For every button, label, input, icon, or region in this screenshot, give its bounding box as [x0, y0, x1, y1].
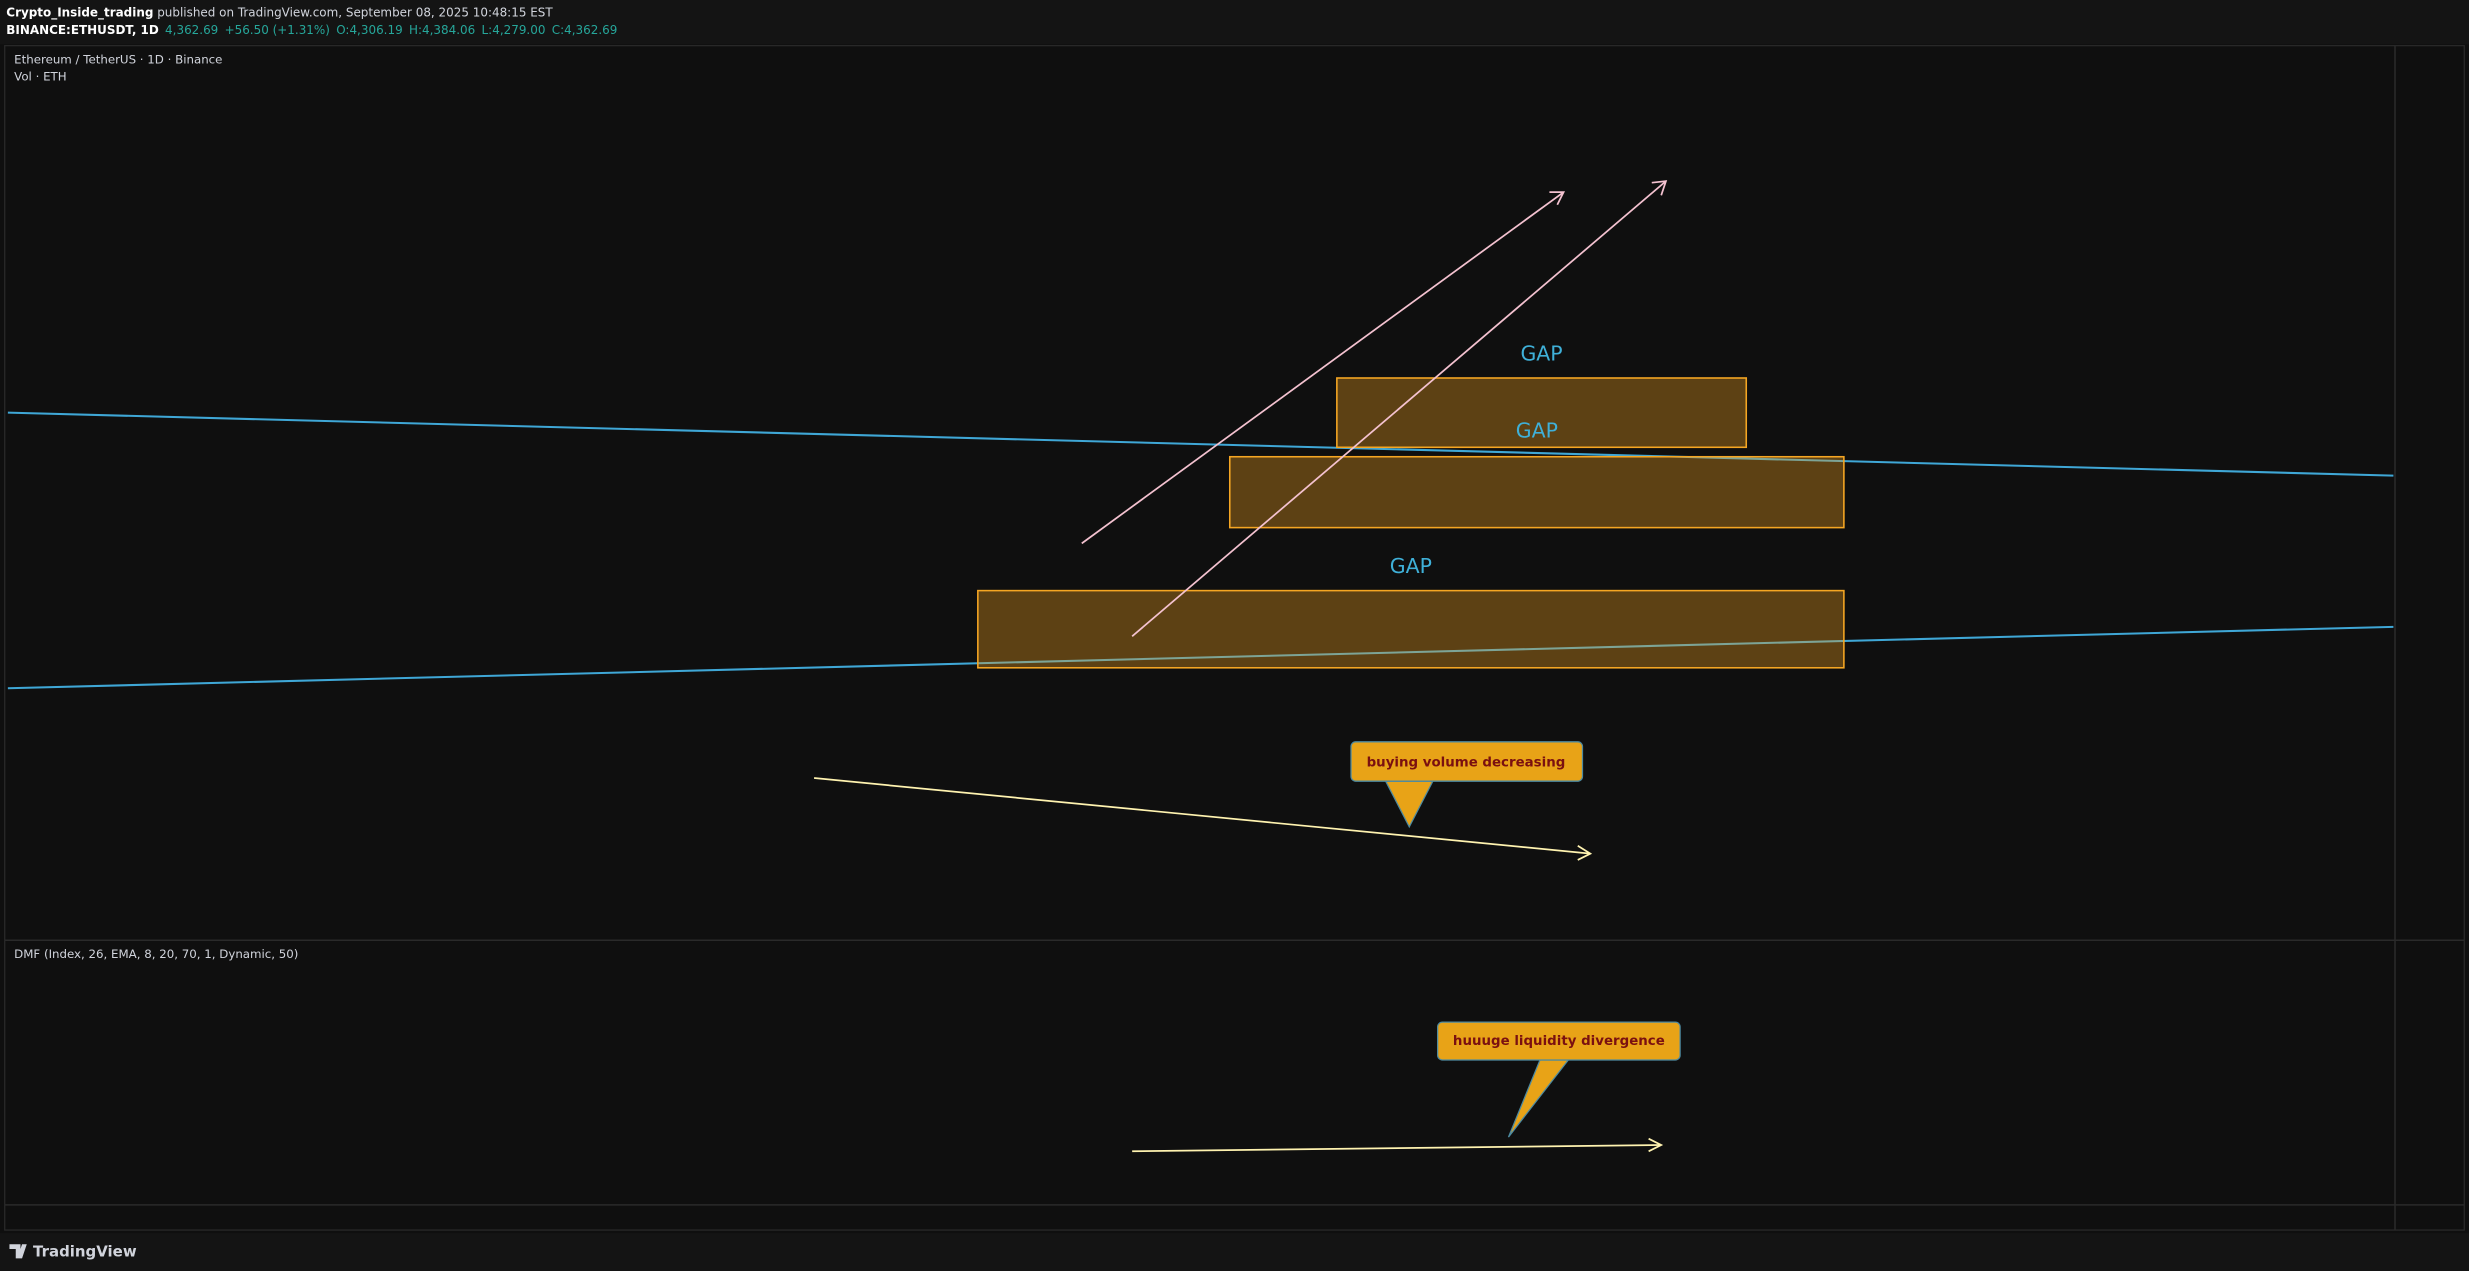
symbol: BINANCE:ETHUSDT, 1D	[6, 22, 159, 36]
channel-line	[1131, 180, 1667, 637]
dmf-trend	[1132, 1144, 1662, 1153]
open: O:4,306.19	[336, 22, 402, 36]
callout-text: huuuge liquidity divergence	[1453, 1034, 1665, 1049]
author: Crypto_Inside_trading	[6, 5, 153, 20]
high: H:4,384.06	[409, 22, 475, 36]
change: +56.50 (+1.31%)	[225, 22, 330, 36]
volume-title: Vol · ETH	[14, 70, 66, 84]
arrow-head	[1648, 1137, 1664, 1153]
brand: TradingView	[33, 1243, 137, 1261]
gap-box	[1336, 377, 1748, 449]
chart-frame	[4, 45, 2465, 1231]
arrow-head	[1577, 845, 1593, 861]
gap-box	[977, 589, 1845, 669]
callout-box	[1350, 741, 1584, 782]
drawings: GAP GAP GAP	[7, 180, 2394, 1153]
indicator-title: DMF (Index, 26, EMA, 8, 20, 70, 1, Dynam…	[14, 947, 298, 961]
volume-trend	[813, 777, 1591, 855]
header-line-1: Crypto_Inside_trading published on Tradi…	[6, 5, 553, 20]
header-bar	[0, 0, 2469, 45]
callout-box	[1436, 1021, 1681, 1061]
gap-label: GAP	[1520, 341, 1562, 365]
footer-bar	[0, 1233, 2469, 1271]
close: C:4,362.69	[552, 22, 618, 36]
logo	[9, 1244, 27, 1259]
header-line-2: BINANCE:ETHUSDT, 1D 4,362.69 +56.50 (+1.31…	[6, 22, 617, 36]
low: L:4,279.00	[482, 22, 546, 36]
callouts: buying volume decreasing huuuge liquidit…	[1350, 741, 1681, 1138]
arrow-head	[1549, 191, 1565, 206]
trend-line	[7, 411, 2394, 477]
axes	[4, 45, 2465, 1231]
channel-line	[1081, 191, 1565, 545]
chart-title: Ethereum / TetherUS · 1D · Binance	[14, 52, 222, 66]
gap-label: GAP	[1390, 554, 1432, 578]
gap-box	[1228, 455, 1845, 529]
published: published on TradingView.com, September …	[153, 5, 553, 19]
last: 4,362.69	[165, 22, 218, 36]
gap-label: GAP	[1516, 419, 1558, 443]
arrow-head	[1651, 180, 1668, 196]
callout-text: buying volume decreasing	[1367, 755, 1566, 770]
trend-line	[7, 625, 2394, 690]
